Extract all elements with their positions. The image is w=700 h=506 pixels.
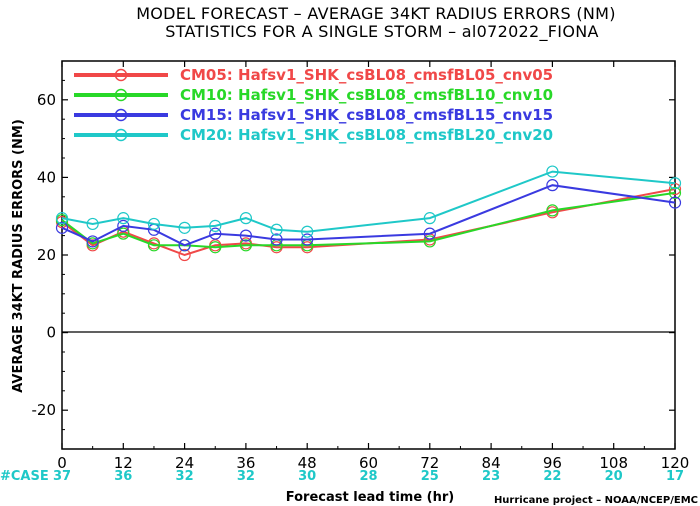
y-axis: -20 0 20 40 60 [32, 60, 675, 450]
x-tick-label: 120 [661, 454, 690, 472]
data-point [55, 221, 69, 234]
data-point [668, 177, 682, 190]
data-point [86, 217, 99, 231]
y-tick-label: -20 [32, 401, 57, 419]
data-point [668, 182, 682, 196]
x-tick-label: 0 [57, 454, 67, 472]
x-tick-label: 96 [543, 454, 562, 472]
case-count: 20 [605, 469, 623, 484]
case-label: #CASE [0, 469, 49, 484]
data-point [117, 219, 130, 232]
data-point [147, 217, 161, 231]
x-tick-label: 60 [359, 454, 378, 472]
legend-marker [114, 68, 128, 82]
x-tick-label: 36 [236, 454, 255, 472]
case-count: 23 [482, 469, 500, 484]
data-point [178, 239, 191, 252]
data-point [239, 212, 252, 225]
data-point [423, 227, 436, 240]
data-point [239, 229, 252, 242]
data-point [147, 239, 161, 252]
series-4 [55, 165, 682, 238]
credit-text: Hurricane project – NOAA/NCEP/EMC [494, 495, 698, 506]
data-point [239, 239, 252, 252]
x-axis-label: Forecast lead time (hr) [286, 490, 454, 505]
data-point [86, 235, 99, 248]
series-line [61, 191, 676, 249]
series-line [61, 170, 676, 233]
case-count: 22 [543, 469, 561, 484]
data-point [117, 212, 130, 225]
x-axis: 0 12 24 36 48 60 72 84 96 108 120 [57, 61, 689, 472]
x-tick-label: 48 [298, 454, 317, 472]
data-point [423, 235, 436, 248]
data-point [178, 221, 191, 234]
data-point [301, 233, 314, 246]
x-tick-label: 24 [175, 454, 194, 472]
data-point [423, 212, 436, 225]
data-point [668, 196, 682, 209]
case-count: 36 [114, 469, 132, 484]
legend-marker [114, 128, 128, 142]
case-count: 28 [359, 469, 377, 484]
x-tick-label: 72 [420, 454, 439, 472]
y-axis-label: AVERAGE 34KT RADIUS ERRORS (NM) [11, 119, 26, 393]
series-layer [55, 165, 682, 262]
x-tick-label: 108 [599, 454, 628, 472]
series-3 [55, 179, 682, 252]
y-tick-label: 20 [37, 246, 56, 264]
case-count: 25 [421, 469, 439, 484]
legend-label: CM05: Hafsv1_SHK_csBL08_cmsfBL05_cnv05 [180, 66, 553, 84]
data-point [270, 233, 283, 246]
legend-marker [114, 108, 128, 122]
case-count: 32 [176, 469, 194, 484]
data-point [55, 212, 69, 225]
data-point [546, 204, 559, 217]
data-point [270, 223, 283, 236]
x-tick-label: 84 [482, 454, 501, 472]
legend-label: CM20: Hafsv1_SHK_csBL08_cmsfBL20_cnv20 [180, 126, 553, 144]
series-line [61, 184, 676, 247]
case-count: 17 [666, 469, 684, 484]
legend: CM05: Hafsv1_SHK_csBL08_cmsfBL05_cnv05 CM… [74, 66, 553, 144]
case-count: 37 [53, 469, 71, 484]
chart-title-line2: STATISTICS FOR A SINGLE STORM – al072022… [165, 22, 599, 42]
y-tick-label: 0 [46, 324, 56, 342]
chart-title-line1: MODEL FORECAST – AVERAGE 34KT RADIUS ERR… [136, 4, 616, 23]
legend-label: CM15: Hafsv1_SHK_csBL08_cmsfBL15_cnv15 [180, 106, 553, 124]
y-tick-label: 40 [37, 168, 56, 186]
data-point [301, 225, 314, 238]
data-point [546, 179, 559, 192]
data-point [209, 227, 222, 240]
legend-marker [114, 88, 128, 102]
data-point [546, 165, 559, 178]
data-point [178, 248, 191, 262]
case-counts: 37 36 32 32 30 28 25 23 22 20 17 [53, 469, 684, 484]
y-tick-label: 60 [37, 91, 56, 109]
data-point [668, 186, 682, 200]
legend-label: CM10: Hafsv1_SHK_csBL08_cmsfBL10_cnv10 [180, 86, 553, 104]
x-tick-label: 12 [114, 454, 133, 472]
case-count: 30 [298, 469, 316, 484]
data-point [117, 227, 130, 240]
case-count: 32 [237, 469, 255, 484]
data-point [209, 241, 222, 254]
data-point [209, 219, 222, 232]
